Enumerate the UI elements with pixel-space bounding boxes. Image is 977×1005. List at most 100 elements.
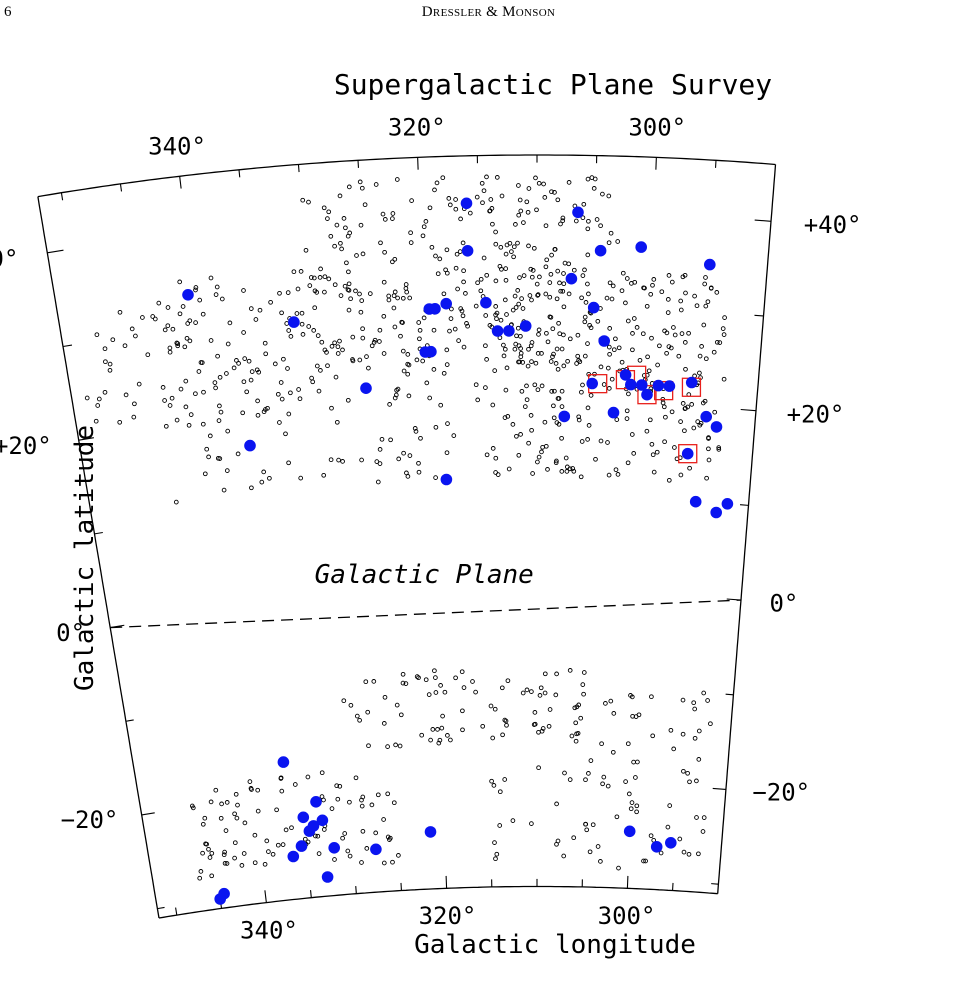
small-point [576, 414, 582, 420]
small-point [227, 320, 233, 326]
small-point [717, 340, 723, 345]
small-point [437, 256, 443, 262]
small-point [357, 179, 363, 185]
blue-point [519, 320, 532, 332]
small-point [313, 833, 318, 839]
x-tick-label-top: 300° [628, 114, 686, 142]
small-point [703, 356, 709, 362]
small-point [360, 251, 366, 257]
small-point [182, 344, 188, 350]
small-point [499, 193, 505, 199]
small-point [459, 669, 465, 675]
small-point [702, 281, 708, 287]
small-point [553, 460, 559, 466]
small-point [437, 737, 443, 743]
x-tick-label-top: 320° [388, 114, 446, 142]
y-tick [712, 787, 726, 791]
small-point [540, 444, 545, 450]
small-point [373, 830, 379, 836]
small-point [95, 403, 101, 408]
small-point [633, 775, 638, 780]
small-point [490, 402, 496, 408]
small-point [441, 291, 447, 297]
small-point [598, 438, 604, 444]
small-point [586, 218, 591, 224]
small-point [440, 175, 446, 181]
small-point [682, 428, 687, 434]
small-point [539, 383, 545, 389]
small-point [264, 838, 270, 844]
small-point [416, 320, 422, 325]
small-point [453, 265, 459, 271]
small-point [529, 427, 534, 433]
small-point [208, 799, 214, 805]
small-point [536, 180, 542, 186]
small-point [585, 341, 590, 346]
small-point [335, 351, 341, 356]
small-point [650, 282, 655, 288]
blue-point [663, 380, 676, 392]
small-point [263, 351, 269, 357]
small-point [480, 723, 486, 729]
small-point [533, 360, 539, 366]
small-point [337, 338, 342, 344]
small-point [332, 857, 337, 862]
small-point [706, 446, 711, 452]
small-point [619, 288, 625, 294]
small-point [360, 335, 366, 341]
small-point [585, 252, 591, 258]
small-point [528, 413, 534, 418]
small-point [218, 409, 224, 415]
blue-point [650, 841, 663, 853]
small-point [382, 217, 388, 222]
small-point [363, 679, 369, 685]
blue-point [297, 811, 310, 824]
small-point [666, 477, 672, 483]
small-point [319, 339, 325, 345]
small-point [648, 291, 654, 297]
small-point [165, 305, 171, 310]
small-point [272, 361, 278, 367]
small-point [213, 292, 219, 297]
small-point [348, 702, 354, 708]
small-point [581, 670, 587, 675]
small-point [381, 721, 387, 726]
small-point [701, 322, 707, 328]
small-point [527, 293, 533, 298]
small-point [319, 794, 325, 799]
small-point [318, 266, 323, 272]
small-point [288, 334, 294, 339]
small-point [461, 344, 467, 350]
small-point [248, 377, 254, 383]
small-point [504, 365, 510, 371]
small-point [585, 226, 591, 232]
small-point [494, 851, 500, 857]
small-point [388, 437, 393, 443]
small-point [558, 221, 563, 227]
small-point [353, 775, 359, 781]
small-point [328, 457, 334, 463]
small-point [183, 378, 189, 384]
small-point [665, 297, 671, 302]
small-point [558, 288, 564, 294]
small-point [629, 694, 635, 700]
small-point [430, 727, 436, 732]
small-point [328, 233, 334, 239]
small-point [565, 358, 570, 364]
small-point [295, 286, 301, 292]
small-point [312, 305, 318, 311]
small-point [592, 176, 598, 182]
small-point [334, 419, 340, 425]
small-point [185, 321, 191, 326]
small-point [314, 290, 320, 295]
small-point [373, 182, 379, 187]
small-point [342, 831, 348, 836]
small-point [359, 803, 365, 809]
small-point [518, 350, 524, 356]
small-point [337, 193, 343, 199]
small-point [700, 829, 706, 834]
small-point [177, 311, 183, 317]
small-point [692, 735, 698, 741]
small-point [626, 791, 632, 797]
small-point [444, 347, 450, 353]
